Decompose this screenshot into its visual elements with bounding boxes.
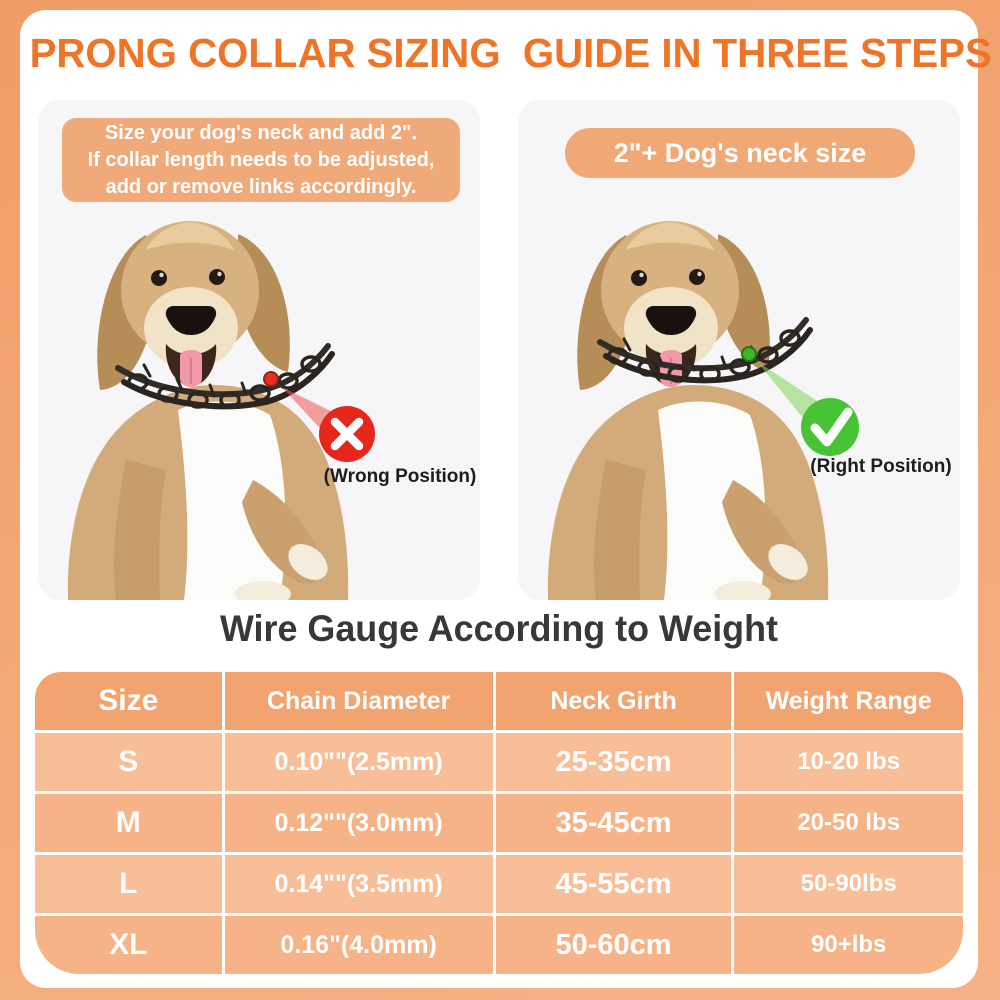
table-cell-weight: 10-20 lbs: [734, 733, 963, 791]
column-header-weight-range: Weight Range: [734, 672, 963, 730]
table-cell-weight: 50-90lbs: [734, 855, 963, 913]
prong-collar: [115, 343, 335, 410]
table-heading: Wire Gauge According to Weight: [219, 608, 778, 649]
table-cell-size: S: [35, 733, 222, 791]
panel-wrong-position: Size your dog's neck and add 2". If coll…: [38, 100, 480, 600]
table-cell-chain: 0.10""(2.5mm): [224, 733, 493, 791]
table-cell-chain: 0.12""(3.0mm): [224, 794, 493, 852]
table-cell-neck: 50-60cm: [495, 916, 732, 974]
collar-contact-dot: [263, 371, 279, 387]
table-cell-neck: 25-35cm: [495, 733, 732, 791]
collar-contact-dot: [741, 346, 757, 362]
instruction-line: Size your dog's neck and add 2".: [104, 121, 418, 144]
table-cell-chain: 0.14""(3.5mm): [224, 855, 493, 913]
instruction-bubble: Size your dog's neck and add 2". If coll…: [62, 118, 460, 202]
content-card: PRONG COLLAR SIZING GUIDE IN THREE STEPS: [20, 10, 992, 988]
page-title: PRONG COLLAR SIZING GUIDE IN THREE STEPS: [29, 30, 992, 76]
dog-illustration: [546, 220, 830, 600]
table-cell-size: M: [35, 794, 222, 852]
dog-photo-wrong: [66, 220, 375, 600]
neck-size-badge: 2"+ Dog's neck size: [565, 128, 915, 178]
size-table: Size Chain Diameter Neck Girth Weight Ra…: [35, 672, 963, 974]
table-cell-neck: 35-45cm: [495, 794, 732, 852]
column-header-size: Size: [35, 672, 222, 730]
instruction-line: If collar length needs to be adjusted,: [87, 148, 435, 171]
wrong-position-label: (Wrong Position): [323, 466, 477, 487]
table-cell-weight: 20-50 lbs: [734, 794, 963, 852]
table-cell-size: L: [35, 855, 222, 913]
prong-collar: [597, 317, 813, 384]
x-circle-icon: [319, 406, 375, 462]
table-cell-weight: 90+lbs: [734, 916, 963, 974]
table-cell-neck: 45-55cm: [495, 855, 732, 913]
column-header-neck-girth: Neck Girth: [495, 672, 732, 730]
table-cell-chain: 0.16"(4.0mm): [224, 916, 493, 974]
check-circle-icon: [801, 398, 859, 456]
dog-photo-right: [546, 220, 859, 600]
panel-right-position: 2"+ Dog's neck size (Right Position): [518, 100, 960, 600]
table-cell-size: XL: [35, 916, 222, 974]
column-header-chain-diameter: Chain Diameter: [224, 672, 493, 730]
right-position-label: (Right Position): [810, 456, 952, 477]
instruction-line: add or remove links accordingly.: [105, 175, 417, 198]
